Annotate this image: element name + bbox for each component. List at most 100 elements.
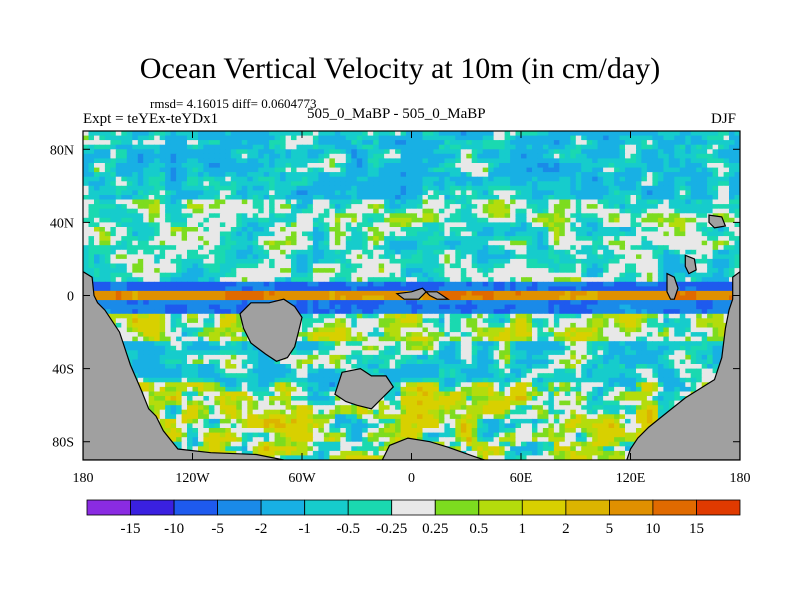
field-cell xyxy=(307,199,314,205)
field-cell xyxy=(329,286,336,292)
field-cell xyxy=(214,258,221,265)
field-cell xyxy=(323,172,330,178)
field-cell xyxy=(351,144,358,150)
field-cell xyxy=(236,240,243,246)
field-cell xyxy=(307,204,314,210)
field-cell xyxy=(269,272,276,278)
field-cell xyxy=(148,227,155,233)
field-cell xyxy=(340,272,347,278)
field-cell xyxy=(433,286,440,292)
field-cell xyxy=(521,254,528,260)
field-cell xyxy=(121,268,128,274)
field-cell xyxy=(690,204,697,210)
field-cell xyxy=(499,140,506,146)
field-cell xyxy=(701,144,708,150)
field-cell xyxy=(696,304,703,310)
field-cell xyxy=(734,204,740,210)
field-cell xyxy=(488,295,495,301)
field-cell xyxy=(619,167,626,173)
field-cell xyxy=(510,190,517,196)
field-cell xyxy=(323,176,330,182)
field-cell xyxy=(592,181,599,187)
field-cell xyxy=(668,213,675,219)
field-cell xyxy=(597,158,604,164)
field-cell xyxy=(192,290,199,297)
field-cell xyxy=(608,245,615,251)
field-cell xyxy=(433,172,440,178)
field-cell xyxy=(269,240,276,246)
field-cell xyxy=(137,217,144,223)
field-cell xyxy=(252,195,259,201)
field-cell xyxy=(455,181,462,187)
field-cell xyxy=(373,131,380,137)
field-cell xyxy=(154,208,161,214)
field-cell xyxy=(608,249,615,255)
field-cell xyxy=(214,231,221,237)
field-cell xyxy=(438,167,445,173)
field-cell xyxy=(488,304,495,310)
field-cell xyxy=(132,300,139,306)
field-cell xyxy=(679,167,686,173)
field-cell xyxy=(340,304,347,310)
field-cell xyxy=(493,181,500,187)
field-cell xyxy=(291,153,298,159)
field-cell xyxy=(236,131,243,137)
field-cell xyxy=(553,277,560,283)
field-cell xyxy=(696,286,703,292)
field-cell xyxy=(504,304,511,310)
field-cell xyxy=(641,204,648,210)
field-cell xyxy=(427,236,434,242)
field-cell xyxy=(723,281,730,287)
field-cell xyxy=(252,135,259,141)
field-cell xyxy=(176,208,183,214)
field-cell xyxy=(263,190,270,196)
field-cell xyxy=(148,263,155,269)
field-cell xyxy=(729,195,736,201)
field-cell xyxy=(504,153,511,159)
field-cell xyxy=(504,245,511,251)
field-cell xyxy=(663,172,670,178)
field-cell xyxy=(367,263,374,269)
field-cell xyxy=(203,268,210,274)
field-cell xyxy=(176,258,183,265)
field-cell xyxy=(417,281,424,287)
field-cell xyxy=(575,195,582,201)
field-cell xyxy=(181,172,188,178)
field-cell xyxy=(373,222,380,228)
field-cell xyxy=(323,204,330,210)
field-cell xyxy=(236,290,243,297)
field-cell xyxy=(203,304,210,310)
field-cell xyxy=(482,167,489,173)
field-cell xyxy=(586,131,593,137)
field-cell xyxy=(537,277,544,283)
field-cell xyxy=(214,167,221,173)
field-cell xyxy=(88,195,95,201)
field-cell xyxy=(696,199,703,205)
field-cell xyxy=(285,227,292,233)
field-cell xyxy=(597,245,604,251)
field-cell xyxy=(126,258,133,265)
field-cell xyxy=(329,181,336,187)
field-cell xyxy=(241,277,248,283)
field-cell xyxy=(395,135,402,141)
field-cell xyxy=(340,281,347,287)
field-cell xyxy=(636,217,643,223)
field-cell xyxy=(203,281,210,287)
field-cell xyxy=(318,240,325,246)
field-cell xyxy=(148,245,155,251)
field-cell xyxy=(701,217,708,223)
field-cell xyxy=(460,140,467,146)
field-cell xyxy=(482,199,489,205)
field-cell xyxy=(466,167,473,173)
field-cell xyxy=(581,135,588,141)
field-cell xyxy=(176,222,183,228)
field-cell xyxy=(274,167,281,173)
field-cell xyxy=(575,240,582,246)
field-cell xyxy=(269,172,276,178)
field-cell xyxy=(83,172,90,178)
field-cell xyxy=(378,309,385,315)
field-cell xyxy=(192,199,199,205)
field-cell xyxy=(83,135,90,141)
field-cell xyxy=(586,153,593,159)
field-cell xyxy=(236,304,243,310)
